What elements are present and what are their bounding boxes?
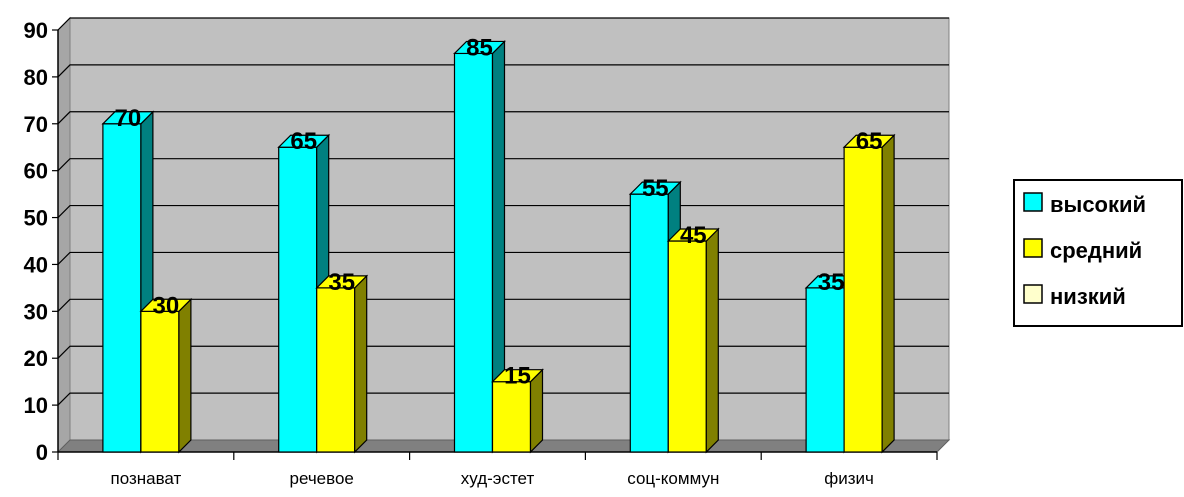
bar-front [140,310,180,453]
data-labels: 70 65 85 55 35 30 35 15 45 65 [115,34,883,389]
gridline [57,64,949,78]
bar-front [843,146,883,453]
bar-side [881,133,895,454]
data-label: 65 [290,128,317,155]
y-tick-label: 10 [24,393,48,418]
bar-front [316,287,356,453]
legend-swatch [1023,238,1043,258]
y-axis-ticks: 0 10 20 30 40 50 60 70 80 90 [24,18,58,465]
bars [101,39,896,454]
bar-front [491,381,532,453]
x-tick-label: познават [110,469,181,488]
bar-front [667,240,707,453]
legend-label: низкий [1050,284,1126,309]
bar-top [628,181,682,195]
bar-side [705,227,719,454]
bar-side [178,297,192,454]
data-label: 85 [466,34,493,61]
data-label: 15 [504,363,531,390]
bar-top [491,369,544,383]
bar-side [529,368,544,454]
x-tick-label: худ-эстет [461,469,535,488]
legend-label: средний [1050,238,1142,263]
gridline [57,158,949,172]
data-label: 35 [328,269,355,296]
bar-top [842,134,896,148]
bar-top [277,134,331,148]
y-tick-label: 40 [24,252,48,277]
legend-swatch [1023,192,1043,212]
gridline [57,111,949,125]
y-tick-label: 70 [24,112,48,137]
legend-swatch [1023,284,1043,304]
data-label: 70 [115,105,142,132]
x-tick-label: речевое [289,469,353,488]
y-tick-label: 0 [36,440,48,465]
bar-top [666,228,720,242]
y-tick-label: 60 [24,159,48,184]
bar-front [805,287,845,453]
bar-front [453,52,494,453]
x-tick-label: физич [824,469,874,488]
gridline [57,17,949,31]
y-tick-label: 20 [24,346,48,371]
legend: высокий средний низкий [1013,179,1183,327]
bar-top [139,298,193,312]
chart-side-wall [57,16,71,454]
bar-top [315,275,369,289]
y-tick-label: 90 [24,18,48,43]
bar-top [453,40,506,55]
x-axis-ticks: познават речевое худ-эстет соц-коммун физич [57,452,938,488]
bar-front [629,193,669,453]
data-label: 30 [153,292,180,319]
bar-front [278,146,318,453]
x-tick-label: соц-коммун [627,469,719,488]
bar-top [101,111,155,125]
y-tick-label: 80 [24,65,48,90]
data-label: 55 [642,175,669,202]
legend-label: высокий [1050,192,1146,217]
data-label: 35 [818,269,845,296]
bar-front [102,123,142,453]
bar-side [354,274,368,454]
data-label: 45 [680,222,707,249]
y-tick-label: 30 [24,299,48,324]
data-label: 65 [856,128,883,155]
y-tick-label: 50 [24,206,48,231]
